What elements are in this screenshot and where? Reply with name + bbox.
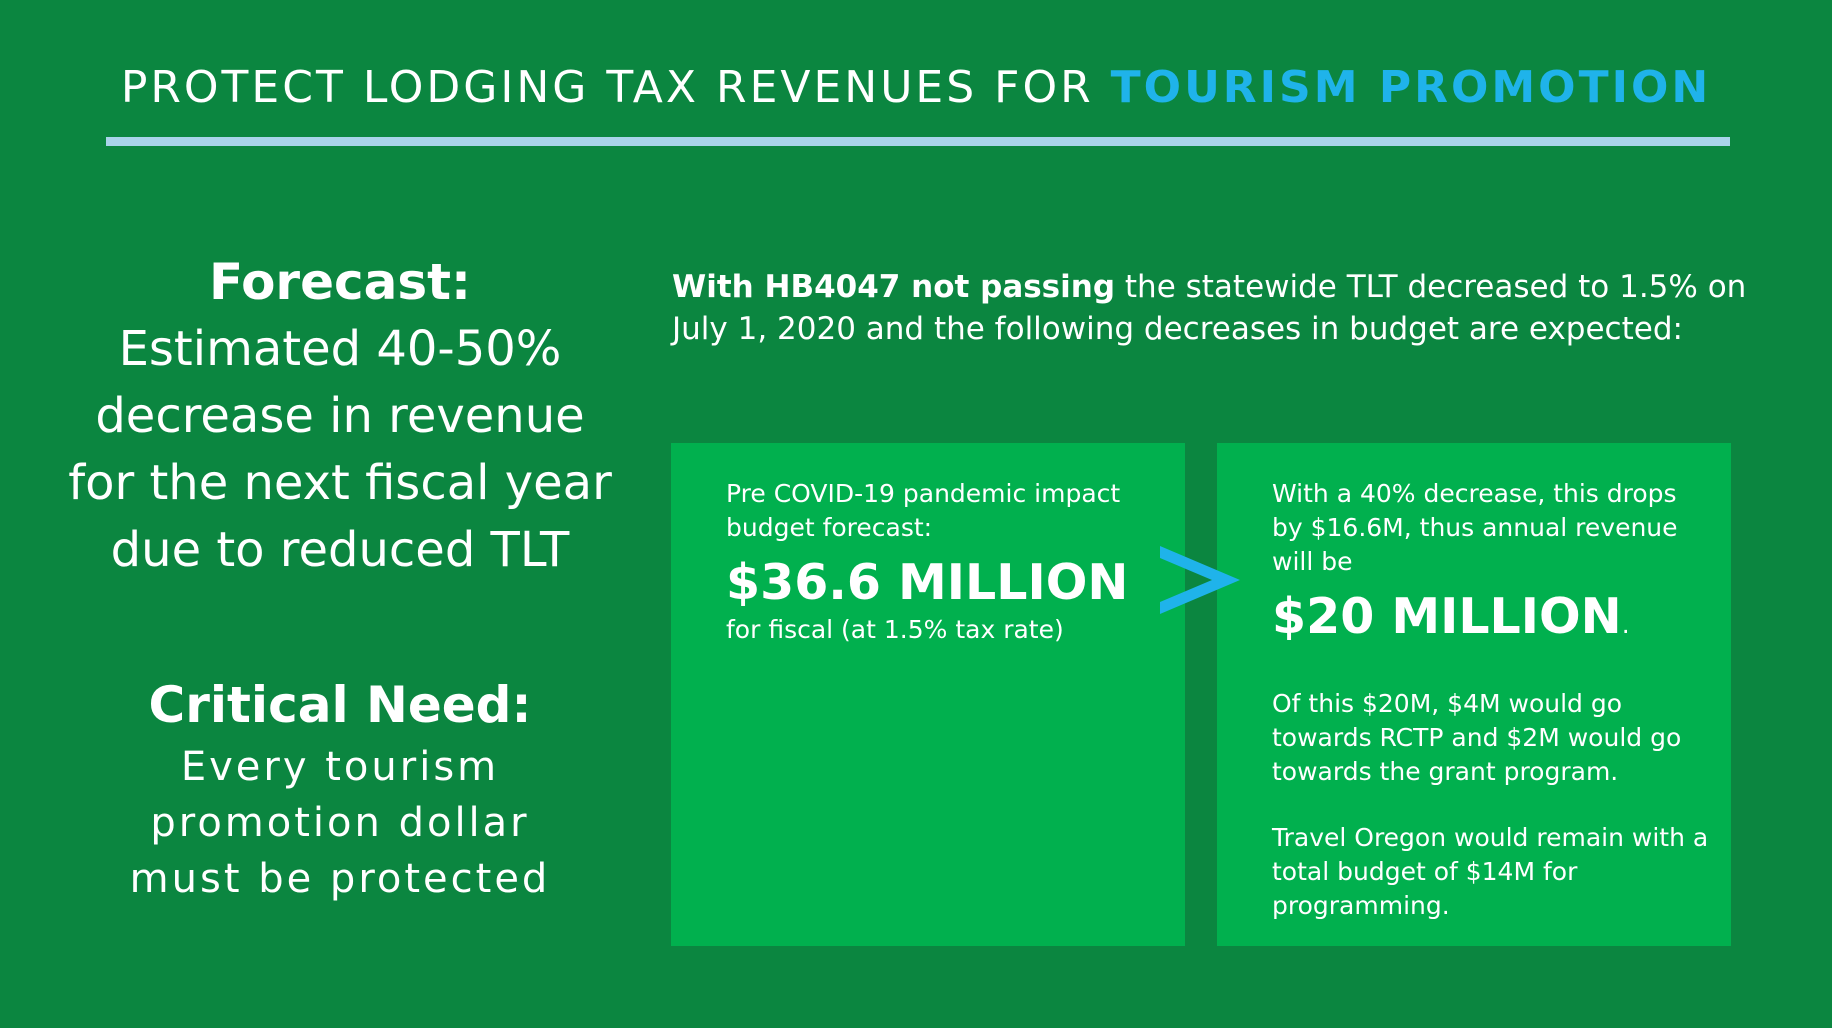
- pre-covid-label: Pre COVID-19 pandemic impact budget fore…: [726, 479, 1121, 542]
- forecast-heading: Forecast:: [208, 253, 472, 311]
- header-divider: [106, 137, 1730, 146]
- post-decrease-card-content: With a 40% decrease, this drops by $16.6…: [1272, 477, 1713, 923]
- post-decrease-amount-row: $20 MILLION.: [1272, 587, 1713, 655]
- critical-need-line: Every tourism: [180, 744, 500, 790]
- remaining-budget-paragraph: Travel Oregon would remain with a total …: [1272, 823, 1709, 920]
- forecast-line: decrease in revenue: [95, 388, 585, 444]
- pre-covid-card-content: Pre COVID-19 pandemic impact budget fore…: [726, 477, 1167, 647]
- title-accent: TOURISM PROMOTION: [1110, 62, 1712, 113]
- pre-covid-amount: $36.6 MILLION: [726, 554, 1129, 611]
- post-decrease-card: With a 40% decrease, this drops by $16.6…: [1217, 443, 1731, 946]
- forecast-line: Estimated 40-50%: [118, 321, 562, 377]
- forecast-line: due to reduced TLT: [110, 522, 570, 578]
- pre-covid-note: for fiscal (at 1.5% tax rate): [726, 615, 1064, 644]
- page-title: PROTECT LODGING TAX REVENUES FOR TOURISM…: [0, 62, 1832, 113]
- allocation-paragraph: Of this $20M, $4M would go towards RCTP …: [1272, 689, 1682, 786]
- post-decrease-amount: $20 MILLION: [1272, 588, 1622, 645]
- intro-rest: the statewide TLT decreased to 1.5% on J…: [672, 269, 1747, 347]
- intro-bold: With HB4047 not passing: [672, 269, 1116, 305]
- pre-covid-card: Pre COVID-19 pandemic impact budget fore…: [671, 443, 1185, 946]
- forecast-line: for the next fiscal year: [68, 455, 612, 511]
- post-decrease-label: With a 40% decrease, this drops by $16.6…: [1272, 479, 1678, 576]
- critical-need-body: Every tourism promotion dollar must be pro…: [40, 739, 640, 907]
- critical-need-block: Critical Need: Every tourism promotion do…: [40, 678, 640, 907]
- intro-text: With HB4047 not passing the statewide TL…: [672, 266, 1752, 350]
- critical-need-heading: Critical Need:: [148, 676, 532, 734]
- title-light: PROTECT LODGING TAX REVENUES FOR: [120, 62, 1094, 113]
- critical-need-line: must be protected: [129, 856, 551, 902]
- critical-need-line: promotion dollar: [150, 800, 530, 846]
- forecast-body: Estimated 40-50% decrease in revenue for t…: [40, 316, 640, 584]
- chevron-right-icon: [1160, 546, 1240, 614]
- forecast-block: Forecast: Estimated 40-50% decrease in re…: [40, 255, 640, 584]
- post-decrease-amount-suffix: .: [1621, 610, 1630, 639]
